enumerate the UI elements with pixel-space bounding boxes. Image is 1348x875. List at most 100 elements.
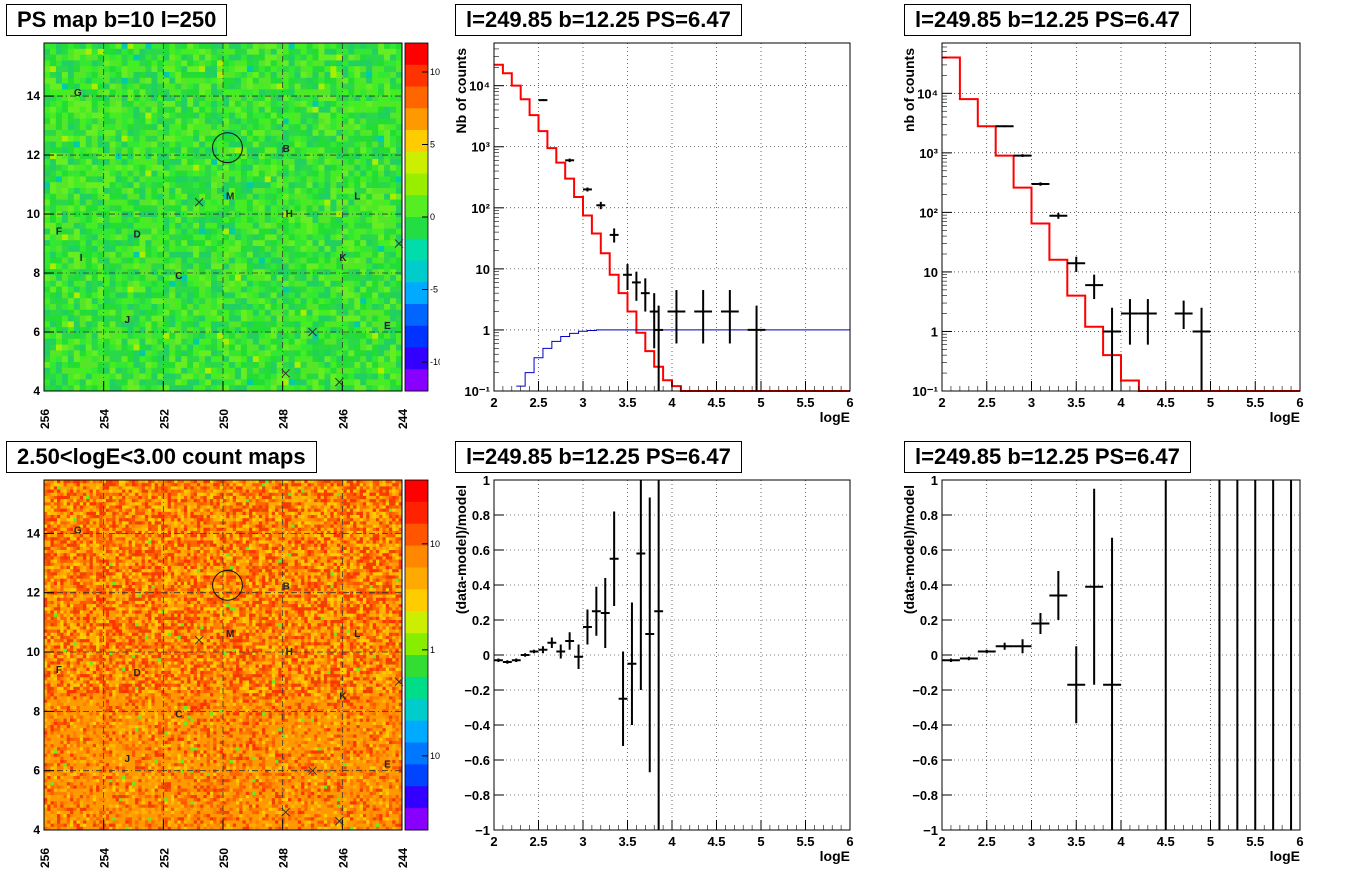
heatmap-cell [115, 298, 122, 305]
heatmap-cell [276, 77, 284, 84]
heatmap-cell [61, 362, 69, 369]
heatmap-cell [193, 118, 200, 125]
heatmap-cell [378, 350, 385, 357]
heatmap-cell [258, 164, 266, 171]
heatmap-cell [252, 280, 260, 287]
heatmap-cell [306, 385, 313, 392]
heatmap-cell [318, 385, 325, 392]
heatmap-cell [294, 135, 301, 142]
heatmap-cell [97, 344, 105, 351]
heatmap-cell [85, 344, 93, 351]
heatmap-cell [66, 807, 71, 812]
heatmap-cell [47, 728, 51, 732]
heatmap-cell [390, 124, 397, 131]
heatmap-cell [47, 817, 51, 821]
heatmap-cell [252, 246, 260, 253]
heatmap-cell [66, 782, 71, 786]
heatmap-cell [103, 263, 111, 270]
heatmap-cell [264, 286, 272, 293]
heatmap-cell [348, 315, 355, 322]
heatmap-cell [63, 515, 68, 519]
heatmap-cell [270, 327, 278, 334]
heatmap-cell [270, 205, 278, 212]
heatmap-cell [145, 333, 152, 340]
heatmap-cell [53, 642, 58, 646]
heatmap-cell [151, 350, 158, 357]
heatmap-cell [47, 658, 51, 662]
heatmap-cell [372, 66, 379, 73]
heatmap-cell [288, 263, 295, 270]
heatmap-cell [60, 645, 64, 650]
heatmap-cell [288, 257, 295, 264]
heatmap-cell [63, 725, 68, 729]
heatmap-cell [258, 83, 266, 90]
heatmap-cell [228, 362, 236, 369]
heatmap-cell [366, 234, 373, 241]
heatmap-cell [44, 106, 51, 113]
heatmap-cell [187, 251, 194, 258]
heatmap-cell [324, 106, 331, 113]
heatmap-cell [97, 205, 105, 212]
heatmap-cell [228, 280, 236, 287]
heatmap-cell [390, 367, 397, 374]
heatmap-cell [354, 83, 361, 90]
data-point [583, 187, 592, 192]
heatmap-cell [330, 298, 337, 305]
heatmap-cell [145, 77, 152, 84]
heatmap-cell [49, 66, 57, 73]
heatmap-cell [91, 135, 99, 142]
heatmap-cell [312, 83, 319, 90]
heatmap-cell [50, 648, 55, 653]
heatmap-cell [354, 269, 361, 276]
heatmap-cell [372, 48, 379, 55]
heatmap-cell [354, 344, 361, 351]
heatmap-cell [288, 222, 295, 229]
heatmap-cell [282, 298, 290, 305]
heatmap-cell [157, 95, 164, 102]
heatmap-cell [312, 193, 319, 200]
heatmap-cell [342, 257, 349, 264]
heatmap-cell [330, 315, 337, 322]
heatmap-cell [63, 674, 68, 678]
heatmap-cell [270, 188, 278, 195]
heatmap-cell [390, 211, 397, 218]
heatmap-cell [306, 153, 313, 160]
heatmap-cell [252, 182, 260, 189]
heatmap-cell [330, 159, 337, 166]
heatmap-cell [199, 246, 206, 253]
heatmap-cell [73, 379, 81, 386]
heatmap-cell [306, 304, 313, 311]
heatmap-cell [47, 677, 51, 681]
heatmap-cell [372, 333, 379, 340]
heatmap-cell [300, 106, 307, 113]
heatmap-cell [66, 600, 71, 605]
heatmap-cell [318, 141, 325, 148]
heatmap-cell [53, 798, 58, 802]
heatmap-cell [57, 632, 61, 637]
heatmap-cell [217, 338, 224, 345]
heatmap-cell [57, 524, 61, 529]
heatmap-cell [57, 756, 61, 761]
heatmap-cell [282, 60, 290, 67]
heatmap-cell [270, 54, 278, 61]
heatmap-cell [66, 572, 71, 576]
heatmap-cell [66, 804, 71, 809]
x-tick-label: 3.5 [618, 395, 636, 410]
heatmap-cell [240, 159, 248, 166]
heatmap-cell [44, 664, 48, 669]
heatmap-cell [211, 257, 218, 264]
heatmap-cell [396, 309, 403, 316]
heatmap-cell [390, 176, 397, 183]
heatmap-cell [342, 379, 349, 386]
heatmap-cell [121, 77, 128, 84]
heatmap-cell [49, 309, 57, 316]
heatmap-cell [205, 112, 212, 119]
heatmap-cell [294, 321, 301, 328]
heatmap-cell [163, 321, 170, 328]
heatmap-cell [57, 795, 61, 799]
heatmap-cell [187, 112, 194, 119]
heatmap-cell [151, 170, 158, 177]
heatmap-cell [133, 373, 140, 380]
heatmap-cell [258, 182, 266, 189]
heatmap-cell [354, 338, 361, 345]
